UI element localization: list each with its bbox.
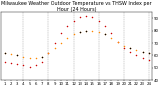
Point xyxy=(41,56,44,57)
Point xyxy=(91,16,94,18)
Point xyxy=(85,30,87,31)
Point xyxy=(135,55,138,56)
Point xyxy=(79,31,81,33)
Title: Milwaukee Weather Outdoor Temperature vs THSW Index per Hour (24 Hours): Milwaukee Weather Outdoor Temperature vs… xyxy=(1,1,152,12)
Point xyxy=(104,34,106,35)
Point xyxy=(60,42,62,44)
Point xyxy=(123,47,125,49)
Point xyxy=(3,52,6,54)
Point xyxy=(35,65,37,66)
Point xyxy=(79,16,81,18)
Point xyxy=(10,54,12,55)
Point xyxy=(104,25,106,26)
Point xyxy=(148,52,150,54)
Point xyxy=(110,32,112,34)
Point xyxy=(28,66,31,67)
Point xyxy=(141,51,144,52)
Point xyxy=(22,56,25,57)
Point xyxy=(116,41,119,43)
Point xyxy=(16,55,18,56)
Point xyxy=(28,57,31,59)
Point xyxy=(79,31,81,33)
Point xyxy=(16,63,18,65)
Point xyxy=(41,61,44,62)
Point xyxy=(16,55,18,56)
Point xyxy=(47,52,50,54)
Point xyxy=(47,52,50,54)
Point xyxy=(35,57,37,59)
Point xyxy=(72,34,75,35)
Point xyxy=(104,34,106,35)
Point xyxy=(66,25,69,26)
Point xyxy=(3,61,6,62)
Point xyxy=(148,60,150,61)
Point xyxy=(3,52,6,54)
Point xyxy=(110,37,112,39)
Point xyxy=(129,47,131,49)
Point xyxy=(141,51,144,52)
Point xyxy=(72,20,75,21)
Point xyxy=(10,62,12,64)
Point xyxy=(97,31,100,33)
Point xyxy=(53,42,56,44)
Point xyxy=(129,51,131,52)
Point xyxy=(66,37,69,39)
Point xyxy=(135,50,138,51)
Point xyxy=(141,57,144,59)
Point xyxy=(129,47,131,49)
Point xyxy=(22,65,25,66)
Point xyxy=(60,32,62,34)
Point xyxy=(97,20,100,21)
Point xyxy=(85,15,87,17)
Point xyxy=(116,41,119,43)
Point xyxy=(85,30,87,31)
Point xyxy=(123,45,125,46)
Point xyxy=(53,47,56,49)
Point xyxy=(41,56,44,57)
Point xyxy=(91,30,94,31)
Point xyxy=(148,52,150,54)
